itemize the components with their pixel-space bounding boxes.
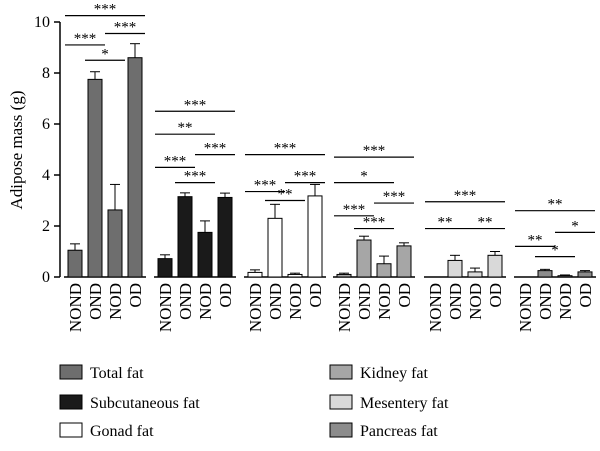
bar (177, 196, 193, 278)
significance-label: *** (383, 189, 406, 205)
y-tick-label: 10 (34, 14, 50, 31)
category-label: NOD (556, 283, 575, 320)
bar (376, 263, 392, 278)
bar (577, 271, 593, 278)
significance-label: *** (343, 202, 366, 218)
category-label: OD (486, 283, 505, 308)
significance-label: *** (363, 143, 386, 159)
category-label: NOD (286, 283, 305, 320)
significance-label: *** (294, 169, 317, 185)
significance-annotations: ****************************************… (65, 2, 595, 259)
legend-swatch (59, 364, 83, 380)
bar (307, 195, 323, 278)
category-label: OND (266, 283, 285, 320)
category-label: OND (536, 283, 555, 320)
significance-label: ** (178, 120, 193, 136)
significance-label: *** (164, 153, 187, 169)
category-label: NOND (156, 283, 175, 332)
category-label: OD (216, 283, 235, 308)
category-label: OD (576, 283, 595, 308)
bar (87, 78, 103, 278)
category-label: NOND (426, 283, 445, 332)
significance-label: *** (274, 141, 297, 157)
bar (336, 273, 352, 278)
legend-label: Subcutaneous fat (90, 395, 200, 412)
legend-label: Total fat (90, 365, 144, 382)
legend-label: Kidney fat (360, 365, 429, 382)
y-axis-title: Adipose mass (g) (7, 91, 26, 210)
significance-label: *** (184, 97, 207, 113)
significance-label: *** (74, 31, 97, 47)
y-tick-label: 0 (42, 269, 50, 286)
legend-swatch (329, 364, 353, 380)
category-label: OD (306, 283, 325, 308)
category-label: NOD (106, 283, 125, 320)
significance-label: *** (363, 215, 386, 231)
significance-label: *** (454, 188, 477, 204)
y-tick-label: 4 (42, 167, 50, 184)
bar (396, 245, 412, 278)
category-label: NOND (66, 283, 85, 332)
bar (67, 249, 83, 278)
bar (197, 231, 213, 278)
category-label: OND (446, 283, 465, 320)
category-label: NOD (375, 283, 394, 320)
bar (217, 196, 233, 278)
significance-label: *** (184, 169, 207, 185)
bar (467, 271, 483, 278)
category-label: NOD (466, 283, 485, 320)
significance-label: * (571, 218, 579, 234)
bar (447, 259, 463, 278)
chart-bars (67, 43, 593, 278)
legend-label: Gonad fat (90, 423, 154, 440)
bar (557, 275, 573, 278)
bar (267, 217, 283, 278)
category-label: NOD (196, 283, 215, 320)
category-label: NOND (516, 283, 535, 332)
legend-label: Pancreas fat (360, 423, 438, 440)
category-label: OND (176, 283, 195, 320)
bar (487, 254, 503, 278)
legend-swatch (59, 394, 83, 410)
significance-label: ** (438, 215, 453, 231)
y-tick-label: 6 (42, 116, 50, 133)
significance-label: * (101, 46, 109, 62)
y-tick-label: 2 (42, 218, 50, 235)
category-label: OD (126, 283, 145, 308)
significance-label: *** (254, 178, 277, 194)
chart-legend: Total fat Subcutaneous fat Gonad fat Kidney… (59, 364, 449, 440)
bar (107, 209, 123, 278)
legend-swatch (59, 422, 83, 438)
category-label: OD (395, 283, 414, 308)
significance-label: *** (94, 2, 117, 18)
category-label: NOND (335, 283, 354, 332)
significance-label: *** (114, 19, 137, 35)
significance-label: * (360, 169, 368, 185)
bar (537, 270, 553, 278)
significance-label: *** (204, 141, 227, 157)
bar (356, 239, 372, 278)
category-label: OND (86, 283, 105, 320)
y-tick-label: 8 (42, 65, 50, 82)
legend-label: Mesentery fat (360, 395, 449, 412)
significance-label: * (551, 243, 559, 259)
bar (157, 258, 173, 278)
legend-swatch (329, 394, 353, 410)
significance-label: ** (278, 187, 293, 203)
significance-label: ** (528, 232, 543, 248)
category-labels: NOND OND NOD OD NOND OND NOD OD NOND OND NOD OD NOND… (66, 283, 595, 332)
bar (247, 271, 263, 278)
significance-label: ** (548, 197, 563, 213)
bar (287, 273, 303, 278)
bar (127, 57, 143, 278)
category-label: OND (355, 283, 374, 320)
legend-swatch (329, 422, 353, 438)
significance-label: ** (478, 215, 493, 231)
category-label: NOND (246, 283, 265, 332)
